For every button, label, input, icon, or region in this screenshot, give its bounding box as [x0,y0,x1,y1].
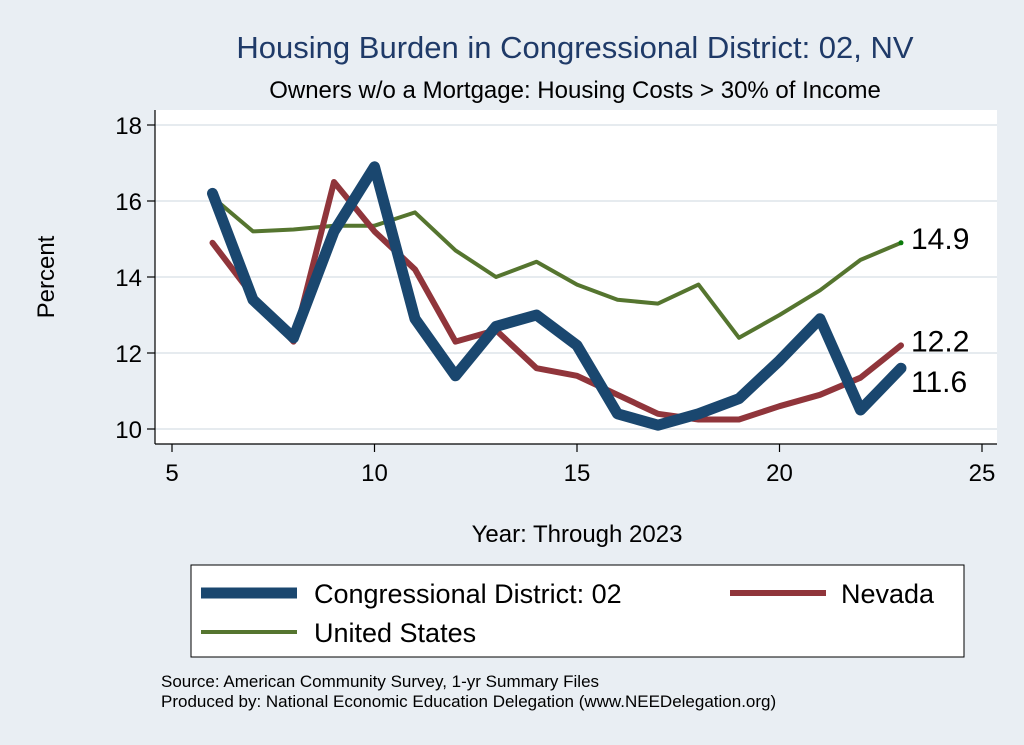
x-tick-label-15: 15 [564,460,591,487]
series-line-nevada [209,179,904,423]
y-tick-label-16: 16 [115,189,142,216]
y-tick-label-14: 14 [115,265,142,292]
legend-label-nevada: Nevada [841,579,935,609]
legend-label-district: Congressional District: 02 [314,579,622,609]
y-tick-label-10: 10 [115,417,142,444]
chart-subtitle: Owners w/o a Mortgage: Housing Costs > 3… [269,77,881,104]
x-axis-title: Year: Through 2023 [472,521,683,548]
legend-label-united-states: United States [314,618,476,648]
legend-box [190,564,965,658]
end-marker-united-states [898,240,904,246]
end-label-district: 11.6 [911,366,967,399]
series-line-district [207,161,907,431]
series-line-united-states [210,195,903,340]
end-label-nevada: 12.2 [911,325,969,358]
source-line-2: Produced by: National Economic Education… [161,692,776,711]
source-line-1: Source: American Community Survey, 1-yr … [161,672,599,691]
x-tick-label-5: 5 [165,460,178,487]
chart-title: Housing Burden in Congressional District… [236,30,913,65]
x-tick-label-10: 10 [361,460,388,487]
y-axis-title: Percent [33,235,60,318]
x-tick-label-20: 20 [766,460,793,487]
x-tick-label-25: 25 [969,460,996,487]
y-tick-label-12: 12 [115,341,142,368]
legend: Congressional District: 02 Nevada United… [190,564,965,658]
end-label-united-states: 14.9 [911,223,969,256]
y-tick-label-18: 18 [115,113,142,140]
